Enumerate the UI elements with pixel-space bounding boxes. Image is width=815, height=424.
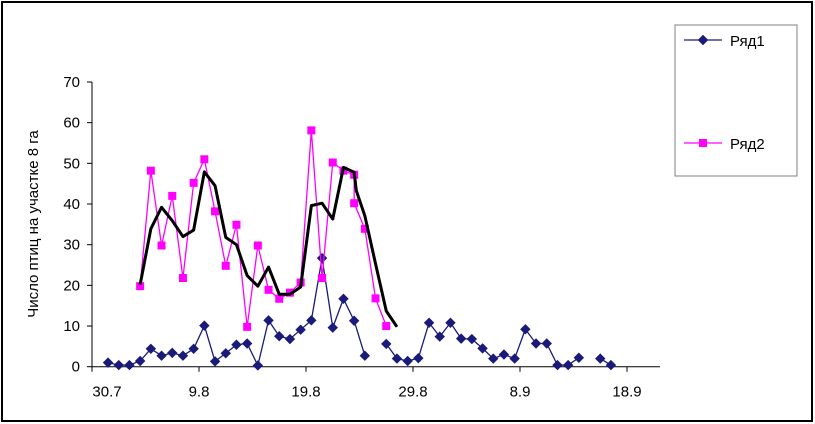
data-point-diamond [595,353,606,364]
data-point-diamond [156,350,167,361]
data-point-diamond [134,355,146,367]
data-point-square [307,126,316,135]
data-point-diamond [284,333,296,345]
data-point-diamond [530,338,542,349]
data-point-square [243,322,252,331]
series-layer [102,126,617,371]
data-point-diamond [520,324,531,335]
data-point-square [168,191,177,200]
data-point-diamond [434,331,445,342]
data-point-diamond [359,350,371,361]
data-point-diamond [241,338,253,349]
axes: 0 10 20 30 40 50 60 70 30.7 9.8 19.8 29.8 8.9 18.9 [63,74,660,401]
data-point-diamond [573,352,585,363]
x-tick-label: 19.8 [291,384,320,401]
data-point-square [157,241,166,250]
data-point-square [360,224,369,233]
y-tick-label: 40 [63,196,80,213]
data-point-diamond [306,315,317,326]
y-axis-label: Число птиц на участке 8 га [25,130,42,318]
data-point-square [318,274,327,283]
data-point-diamond [348,315,360,326]
data-point-diamond [423,317,435,328]
legend: Ряд1 Ряд2 [674,24,798,177]
legend-label: Ряд2 [730,136,765,153]
data-point-square [699,139,707,147]
data-point-square [178,274,187,283]
y-tick-label: 30 [63,237,80,254]
data-point-diamond [605,359,617,371]
data-point-diamond [231,339,242,350]
series-Ряд1 [102,252,617,371]
data-point-diamond [391,353,403,364]
data-point-square [253,241,262,250]
x-tick-label: 8.9 [510,384,531,401]
data-point-square [200,155,209,164]
series-Ряд2 [136,126,391,331]
legend-box [674,24,798,177]
data-point-diamond [445,317,456,328]
data-point-diamond [316,252,328,264]
data-point-diamond [177,350,189,361]
data-point-diamond [455,333,467,344]
data-point-square [382,322,391,331]
data-point-square [146,166,155,175]
data-point-diamond [697,34,709,46]
x-tick-label: 29.8 [398,384,427,401]
x-tick-label: 30.7 [92,384,121,401]
data-point-diamond [188,343,199,355]
data-point-square [275,294,284,303]
data-point-diamond [402,355,413,367]
data-point-square [328,158,337,167]
data-point-diamond [381,338,392,350]
series-trend [138,165,399,328]
data-point-diamond [466,333,478,345]
data-point-square [350,199,359,208]
data-point-square [232,220,241,229]
data-point-diamond [295,324,306,335]
data-point-diamond [327,322,338,333]
data-point-diamond [552,359,563,371]
y-tick-label: 50 [63,155,80,172]
y-tick-label: 60 [63,115,80,132]
data-point-square [221,261,230,270]
y-tick-label: 70 [63,74,80,91]
data-point-diamond [145,343,157,355]
legend-label: Ряд1 [730,33,765,50]
data-point-diamond [220,348,231,359]
data-point-diamond [541,338,552,349]
data-point-diamond [562,359,574,371]
data-point-diamond [274,330,285,342]
data-point-diamond [338,293,349,304]
x-tick-label: 9.8 [189,384,210,401]
y-tick-label: 20 [63,277,80,294]
data-point-diamond [498,349,510,360]
data-point-diamond [413,352,424,364]
data-point-diamond [252,360,264,371]
y-tick-label: 0 [72,359,80,376]
data-point-square [211,207,220,216]
data-point-diamond [124,359,135,371]
data-point-diamond [167,347,178,359]
data-point-diamond [102,357,114,368]
data-point-diamond [199,320,210,331]
data-point-diamond [477,343,488,354]
data-point-diamond [488,353,499,364]
data-point-square [264,285,273,294]
series-line [138,165,399,328]
y-tick-label: 10 [63,318,80,335]
data-point-diamond [113,359,124,371]
data-point-square [371,294,380,303]
data-point-diamond [209,356,221,367]
data-point-diamond [263,315,274,326]
data-point-square [189,178,198,187]
data-point-square [136,282,145,291]
x-tick-label: 18.9 [612,384,641,401]
data-point-diamond [509,353,520,364]
